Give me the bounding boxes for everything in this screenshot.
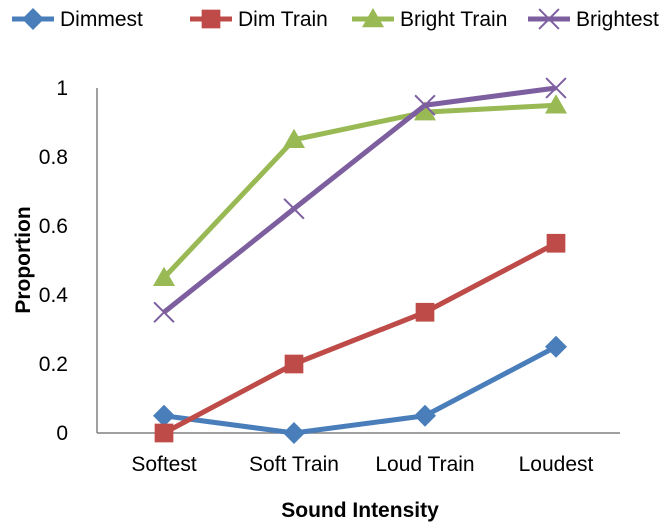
y-tick-label: 0.2 (39, 353, 68, 376)
series-line (163, 344, 558, 436)
series-dimmest (153, 335, 567, 444)
legend-label: Bright Train (400, 8, 507, 31)
y-tick-labels: 0 0.2 0.4 0.6 0.8 1 (39, 77, 69, 445)
legend-marker (538, 8, 560, 30)
series-layer (153, 77, 567, 444)
legend-label: Dimmest (60, 8, 143, 31)
legend-label: Dim Train (238, 8, 328, 31)
data-point (154, 423, 174, 443)
data-point (283, 128, 305, 148)
y-tick-label: 0.4 (39, 284, 69, 307)
x-tick-label: Loudest (519, 453, 594, 476)
legend-item: Dim Train (190, 8, 328, 31)
x-tick-label: Softest (131, 453, 197, 476)
x-tick-label: Loud Train (375, 453, 474, 476)
data-point (153, 404, 175, 427)
data-point (545, 94, 567, 114)
legend-marker (362, 8, 384, 28)
data-point (153, 301, 175, 323)
series-line (162, 102, 557, 280)
y-tick-label: 0.6 (39, 215, 68, 238)
x-tick-label: Soft Train (249, 453, 339, 476)
data-point (414, 94, 436, 116)
series-line (162, 241, 558, 436)
legend-item: Dimmest (12, 8, 143, 31)
legend: Dimmest Dim Train Bright Train Brightest (12, 8, 659, 31)
y-tick-label: 0.8 (39, 146, 68, 169)
data-point (545, 77, 567, 99)
data-point (546, 233, 566, 253)
legend-item: Bright Train (352, 8, 507, 31)
data-point (283, 198, 305, 220)
legend-marker (22, 8, 44, 30)
series-brightest (153, 77, 567, 323)
y-axis-title: Proportion (12, 206, 35, 313)
data-point (414, 404, 436, 427)
y-tick-label: 0 (56, 422, 68, 445)
legend-label: Brightest (576, 8, 659, 31)
series-bright-train (153, 94, 567, 286)
axes (96, 88, 620, 434)
data-point (545, 335, 567, 358)
data-point (153, 266, 175, 286)
y-tick-label: 1 (56, 77, 68, 100)
data-point (284, 354, 304, 374)
data-point (283, 422, 305, 444)
x-tick-labels: Softest Soft Train Loud Train Loudest (131, 453, 593, 476)
series-line (162, 85, 557, 315)
legend-item: Brightest (528, 8, 659, 31)
data-point (414, 101, 436, 121)
legend-marker (201, 9, 221, 29)
data-point (415, 302, 435, 322)
series-dim-train (154, 233, 566, 443)
x-axis-title: Sound Intensity (281, 499, 439, 522)
